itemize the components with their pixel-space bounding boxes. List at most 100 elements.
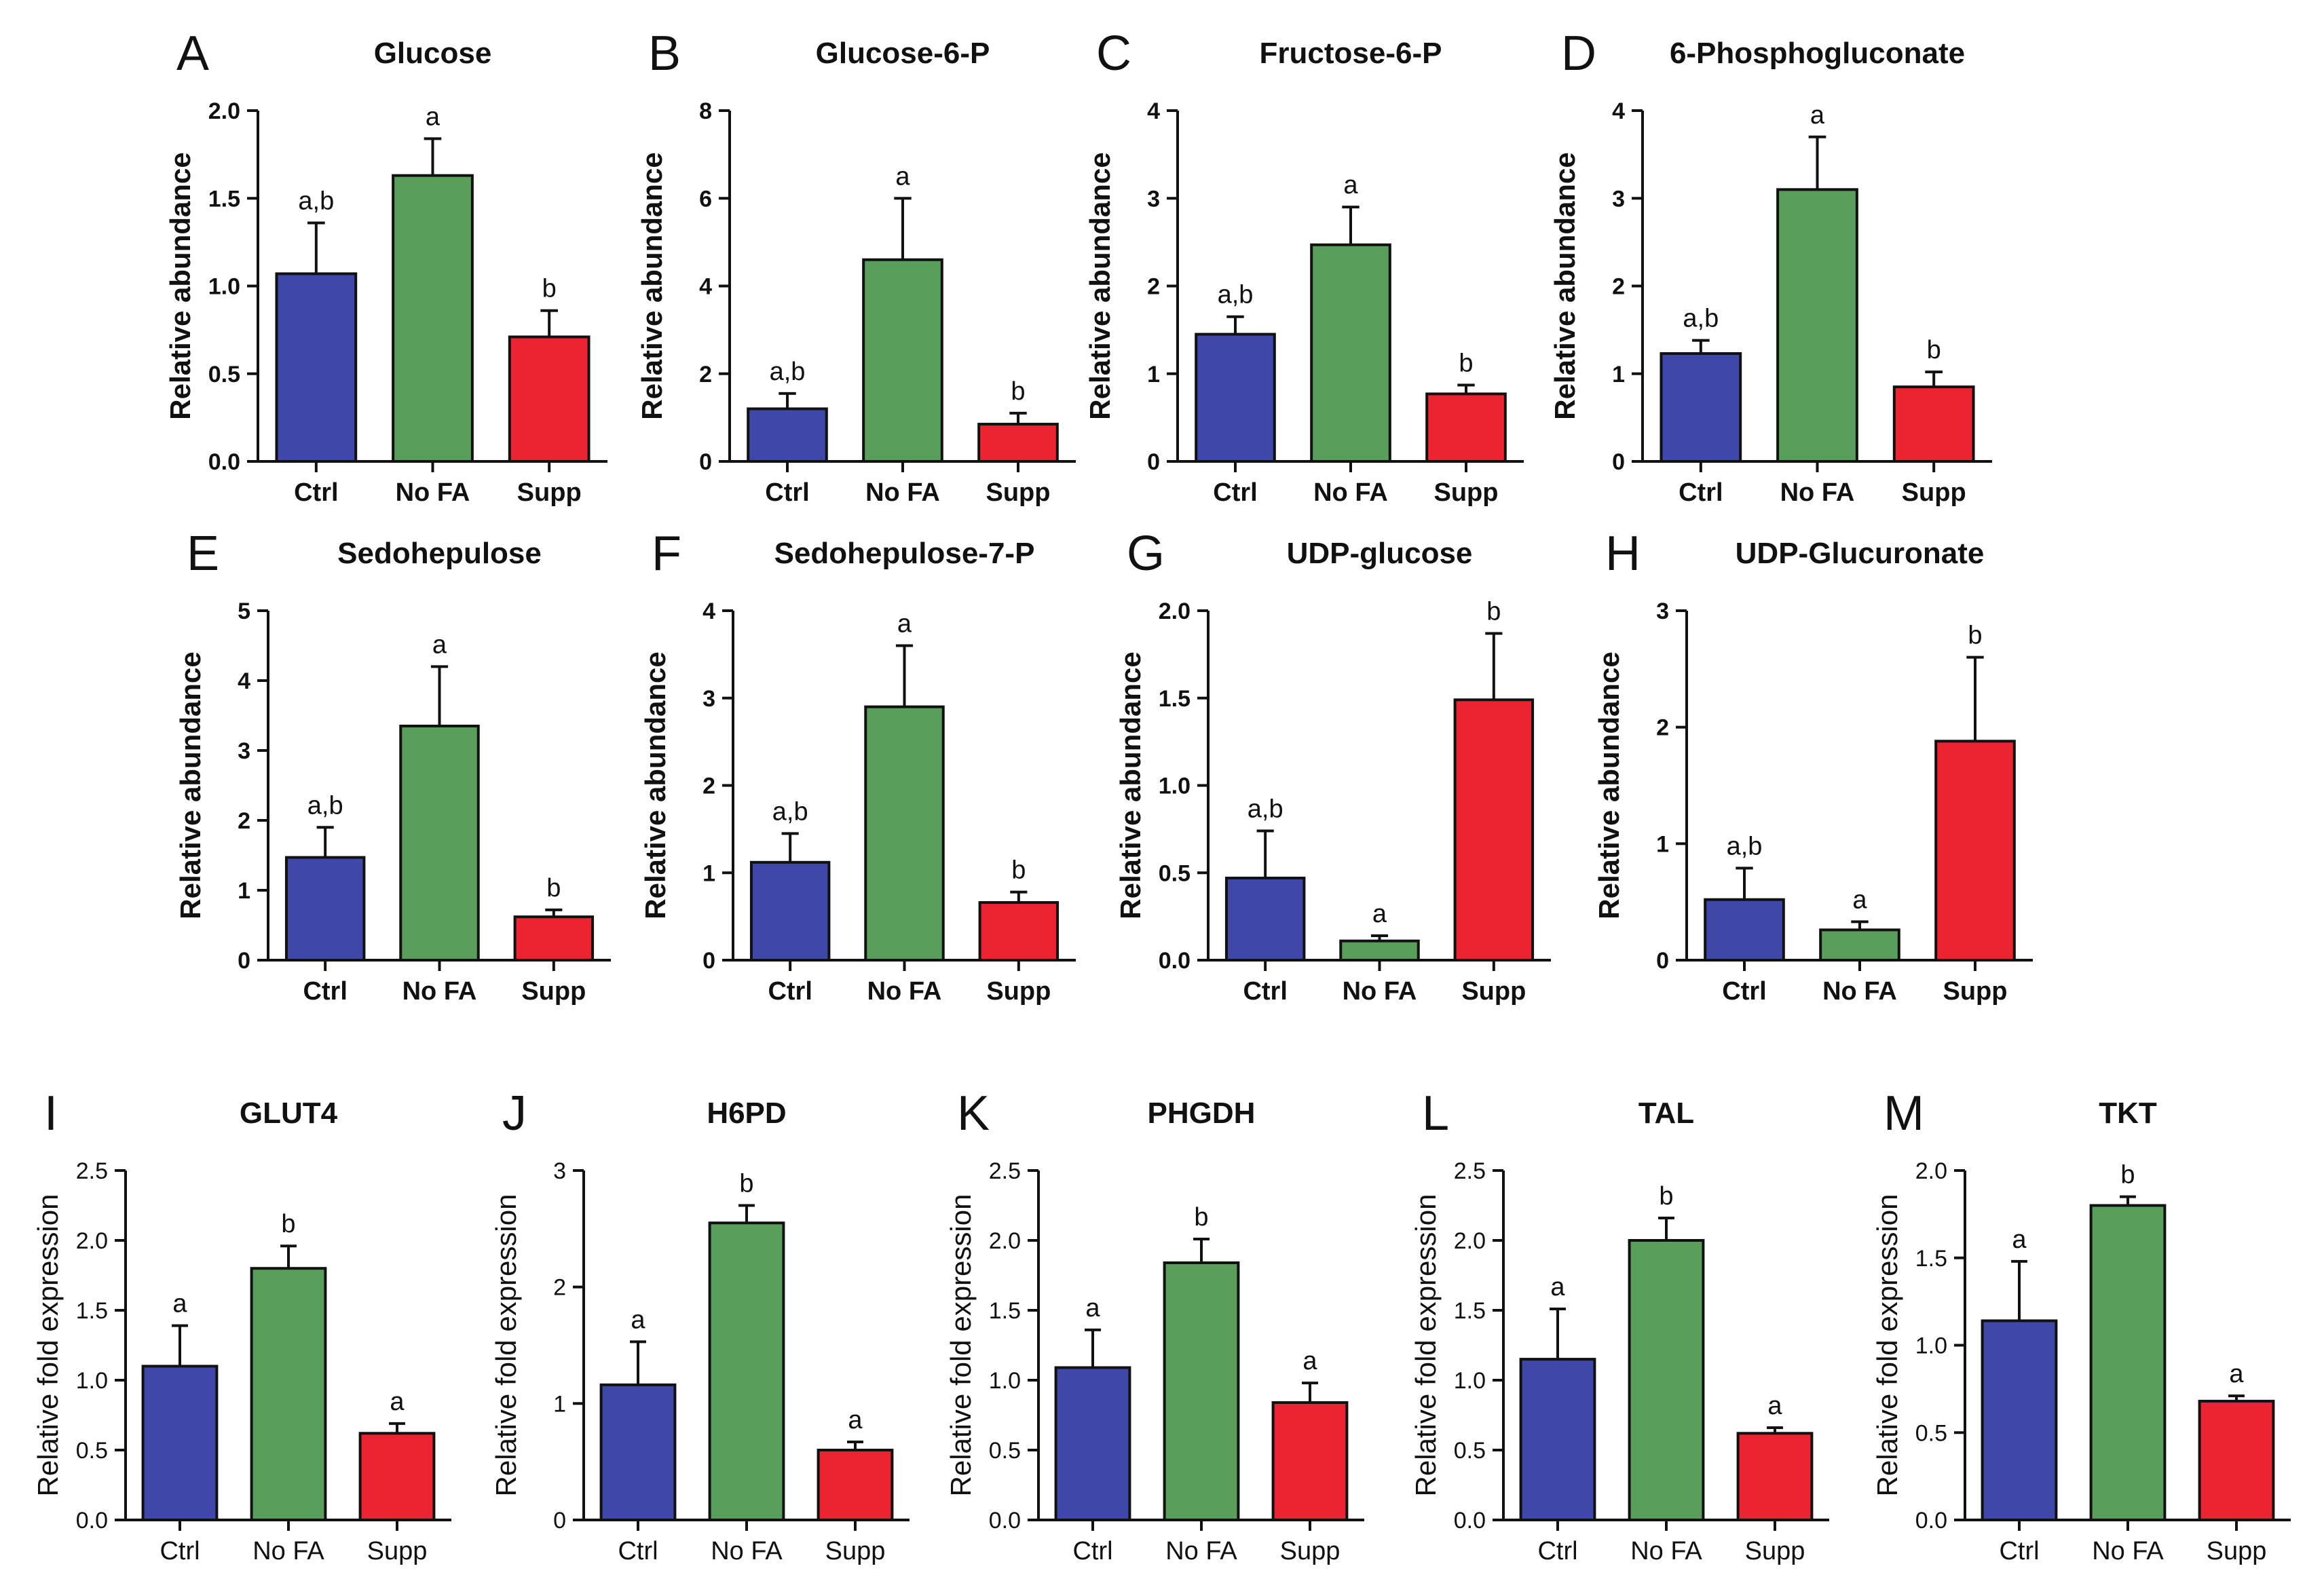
y-tick-label: 2.0 [1454, 1228, 1486, 1254]
y-tick-label: 1 [1147, 362, 1160, 387]
panel-k: 0.0 0.5 1.0 1.5 2.0 2.5 a Ctrl b No FA a Supp PHGDH K… [945, 1086, 1364, 1565]
y-tick-label: 0.0 [208, 449, 240, 475]
y-tick-label: 2.5 [1454, 1158, 1486, 1184]
bar-no-fa [708, 1221, 785, 1521]
chart-title: TAL [1638, 1097, 1694, 1130]
bar-supp [1736, 1432, 1814, 1522]
y-tick-label: 0 [699, 449, 712, 475]
y-tick-label: 0.5 [1159, 860, 1191, 886]
panel-letter: F [652, 527, 681, 581]
y-tick-label: 2 [553, 1275, 566, 1301]
y-tick-label: 2.0 [1159, 598, 1191, 624]
panel-j: 0 1 2 3 a Ctrl b No FA a Supp H6PD J Relative fold e… [490, 1086, 910, 1565]
bar-supp [1934, 740, 2016, 962]
y-tick-label: 1.5 [1915, 1246, 1947, 1272]
y-axis-label: Relative abundance [636, 152, 668, 419]
panel-letter: E [187, 527, 219, 581]
chart-title: UDP-Glucuronate [1736, 537, 1985, 570]
y-tick-label: 4 [702, 598, 715, 624]
x-tick-label: Supp [2207, 1537, 2267, 1565]
y-tick-label: 4 [1612, 98, 1625, 124]
bar-no-fa [1339, 939, 1420, 962]
y-tick-label: 2 [1147, 274, 1160, 300]
y-tick-label: 0.5 [1915, 1420, 1947, 1446]
bar-supp [1271, 1401, 1349, 1521]
y-tick-label: 4 [699, 274, 712, 300]
bar-ctrl [1981, 1319, 2058, 1521]
bar-supp [1425, 392, 1507, 463]
significance-label: a [1085, 1294, 1100, 1323]
significance-label: b [1486, 597, 1501, 626]
chart-title: Glucose-6-P [816, 37, 990, 70]
x-tick-label: No FA [1165, 1537, 1237, 1565]
significance-label: b [1011, 856, 1026, 885]
y-axis-label: Relative abundance [639, 651, 671, 919]
significance-label: a [895, 162, 910, 191]
bar-ctrl [1054, 1366, 1131, 1521]
significance-label: a,b [1248, 795, 1283, 823]
chart-title: Fructose-6-P [1260, 37, 1442, 70]
panel-e: 0 1 2 3 4 5 a,b Ctrl a No FA b Supp Sedohepulose E Rel… [174, 527, 611, 1006]
panel-i: 0.0 0.5 1.0 1.5 2.0 2.5 a Ctrl b No FA a Supp GLUT4 I… [32, 1086, 451, 1565]
panel-l: 0.0 0.5 1.0 1.5 2.0 2.5 a Ctrl b No FA a Supp TAL L Re… [1410, 1086, 1829, 1565]
y-tick-label: 8 [699, 98, 712, 124]
significance-label: b [546, 874, 561, 902]
x-tick-label: Ctrl [765, 478, 809, 507]
bar-no-fa [399, 724, 480, 962]
bar-no-fa [1310, 243, 1391, 463]
significance-label: a,b [772, 797, 808, 826]
chart-title: GLUT4 [240, 1097, 338, 1130]
bar-supp [977, 423, 1059, 463]
x-tick-label: Supp [367, 1537, 428, 1565]
chart-title: Sedohepulose-7-P [774, 537, 1035, 570]
x-tick-label: Ctrl [1072, 1537, 1112, 1565]
panel-d: 0 1 2 3 4 a,b Ctrl a No FA b Supp 6-Phosphogluconat… [1549, 26, 1992, 507]
significance-label: a [2012, 1225, 2027, 1254]
panel-m: 0.0 0.5 1.0 1.5 2.0 a Ctrl b No FA a Supp TKT M Relat… [1871, 1086, 2291, 1565]
x-tick-label: Ctrl [1722, 977, 1766, 1006]
x-tick-label: No FA [867, 977, 942, 1006]
x-tick-label: Ctrl [618, 1537, 658, 1565]
bar-no-fa [864, 705, 945, 962]
x-tick-label: Supp [825, 1537, 886, 1565]
y-tick-label: 3 [1612, 186, 1625, 212]
y-axis-label: Relative fold expression [1410, 1194, 1442, 1497]
significance-label: b [1459, 349, 1473, 378]
x-tick-label: No FA [2092, 1537, 2164, 1565]
y-tick-label: 6 [699, 186, 712, 212]
x-tick-label: No FA [1343, 977, 1417, 1006]
chart-title: Glucose [374, 37, 492, 70]
y-tick-label: 1.0 [1454, 1368, 1486, 1394]
bar-ctrl [1660, 352, 1742, 463]
significance-label: a,b [307, 791, 343, 820]
y-tick-label: 0.5 [989, 1438, 1021, 1464]
significance-label: b [542, 275, 557, 303]
panel-letter: I [44, 1086, 58, 1141]
bar-no-fa [1819, 928, 1900, 962]
significance-label: b [1968, 622, 1982, 650]
bar-supp [817, 1449, 894, 1521]
y-tick-label: 2.0 [989, 1228, 1021, 1254]
panel-letter: D [1561, 26, 1596, 81]
y-tick-label: 1.5 [989, 1298, 1021, 1324]
x-tick-label: No FA [711, 1537, 783, 1565]
significance-label: a [1372, 900, 1387, 928]
significance-label: b [281, 1210, 295, 1238]
y-axis-label: Relative fold expression [490, 1194, 522, 1497]
y-axis-label: Relative abundance [174, 651, 206, 919]
significance-label: b [1011, 377, 1025, 406]
y-tick-label: 0 [238, 948, 250, 974]
panel-b: 0 2 4 6 8 a,b Ctrl a No FA b Supp Glucose-6-P B Relat… [636, 26, 1076, 507]
panel-letter: B [648, 26, 681, 81]
x-tick-label: Supp [1943, 977, 2008, 1006]
y-tick-label: 5 [238, 598, 250, 624]
y-tick-label: 4 [238, 668, 250, 694]
x-tick-label: Ctrl [1679, 478, 1723, 507]
y-tick-label: 0.5 [1454, 1438, 1486, 1464]
x-tick-label: No FA [402, 977, 477, 1006]
bar-ctrl [1704, 898, 1785, 962]
y-tick-label: 2 [699, 362, 712, 387]
y-tick-label: 0 [1147, 449, 1160, 475]
bar-ctrl [284, 856, 366, 962]
y-axis-label: Relative abundance [1549, 152, 1581, 419]
